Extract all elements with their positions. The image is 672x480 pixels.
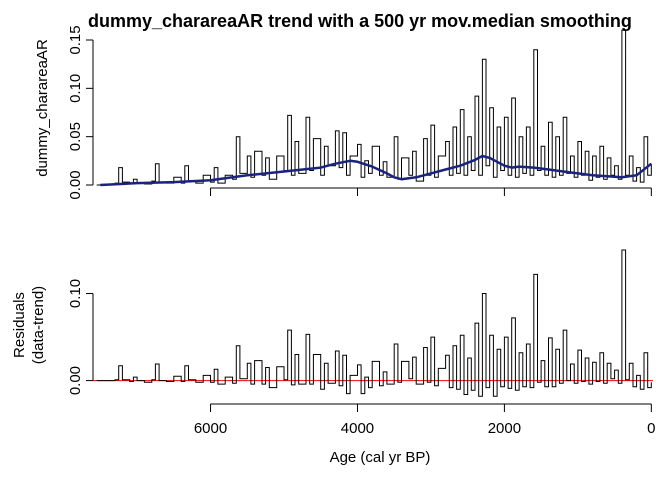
bottom-y-axis-label: Residuals <box>11 292 28 358</box>
top-y-axis: 0.00 0.05 0.10 0.15 <box>67 25 94 200</box>
top-panel: dummy_charareaAR trend with a 500 yr mov… <box>34 11 653 200</box>
data-series-line <box>96 29 652 186</box>
x-tick-label: 2000 <box>488 420 521 437</box>
bottom-y-axis: 0.00 0.10 <box>67 279 94 395</box>
bottom-panel: Residuals (data-trend) 0.00 0.10 6000 4000… <box>11 249 655 466</box>
y-tick-label: 0.00 <box>67 170 84 199</box>
y-tick-label: 0.15 <box>67 25 84 54</box>
bottom-x-axis: 6000 4000 2000 0 <box>194 403 655 437</box>
residuals-series-line <box>96 249 652 397</box>
bottom-y-axis-label-line2: (data-trend) <box>30 286 47 364</box>
top-x-axis <box>210 187 652 196</box>
y-tick-label: 0.10 <box>67 279 84 308</box>
y-tick-label: 0.10 <box>67 74 84 103</box>
y-tick-label: 0.00 <box>67 366 84 395</box>
x-tick-label: 6000 <box>194 420 227 437</box>
top-plot-area <box>96 29 653 187</box>
trend-series-line <box>100 154 653 187</box>
y-tick-label: 0.05 <box>67 122 84 151</box>
x-tick-label: 0 <box>647 420 655 437</box>
bottom-plot-area <box>93 249 653 397</box>
chart-title: dummy_charareaAR trend with a 500 yr mov… <box>88 11 632 31</box>
x-tick-label: 4000 <box>341 420 374 437</box>
top-y-axis-label: dummy_charareaAR <box>34 39 51 177</box>
x-axis-label: Age (cal yr BP) <box>330 449 431 466</box>
